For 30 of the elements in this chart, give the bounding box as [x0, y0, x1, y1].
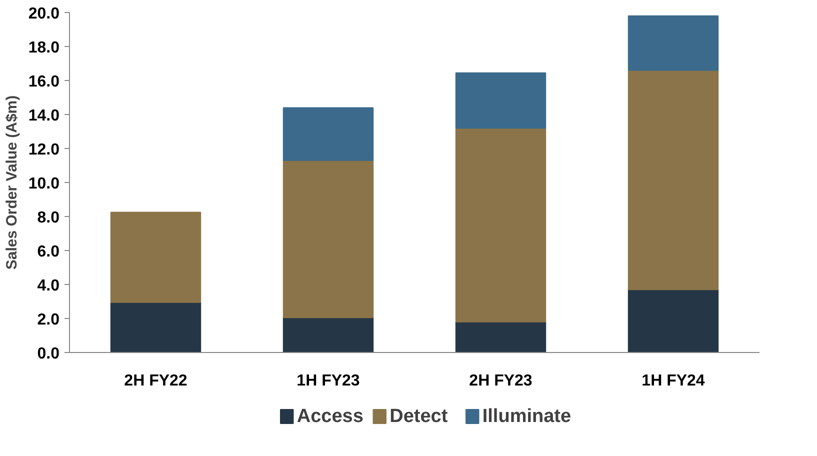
y-tick-label: 0.0: [37, 346, 60, 362]
y-tick-label: 2.0: [37, 312, 60, 328]
y-tick-label: 8.0: [37, 210, 60, 226]
y-axis-title: Sales Order Value (A$m): [3, 95, 20, 270]
y-tick-label: 16.0: [28, 74, 60, 90]
y-tick-label: 18.0: [28, 40, 60, 56]
bar: [628, 70, 719, 290]
bar: [110, 302, 202, 352]
y-tick-label: 6.0: [37, 244, 60, 260]
bar: [282, 160, 374, 318]
bar: [282, 107, 374, 161]
x-tick-label: 1H FY23: [296, 372, 360, 390]
bar: [110, 212, 202, 303]
legend-label: Detect: [390, 406, 448, 427]
bar: [628, 289, 719, 352]
y-tick-label: 4.0: [37, 278, 60, 294]
y-tick-label: 12.0: [28, 142, 60, 158]
bar: [628, 15, 719, 71]
x-tick-label: 2H FY23: [469, 372, 532, 390]
x-tick-label: 2H FY22: [124, 372, 188, 390]
bar: [282, 317, 374, 352]
y-tick-label: 14.0: [28, 108, 60, 124]
y-tick-label: 20.0: [28, 6, 60, 22]
bar: [455, 72, 546, 129]
y-tick-label: 10.0: [28, 176, 60, 192]
legend-label: Access: [296, 406, 364, 427]
bar: [455, 321, 546, 352]
legend-label: Illuminate: [482, 406, 572, 427]
x-tick-label: 1H FY24: [642, 372, 705, 390]
bar: [455, 128, 546, 322]
